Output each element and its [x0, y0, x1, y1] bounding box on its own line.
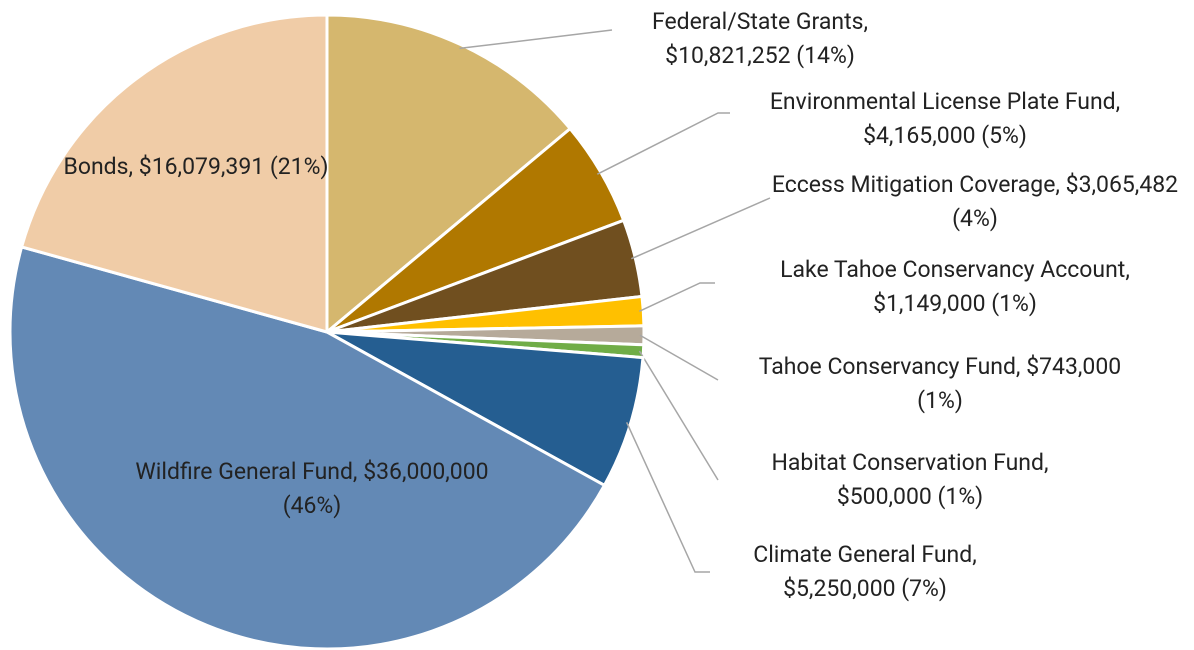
data-label: Wildfire General Fund, $36,000,000 (46%) — [112, 455, 512, 523]
leader-line — [625, 422, 710, 573]
leader-line — [596, 112, 730, 175]
category-label: Eccess Mitigation Coverage, — [771, 171, 1060, 198]
pie-slice — [8, 245, 607, 650]
category-label: Lake Tahoe Conservancy Account, — [780, 256, 1130, 283]
data-label: Federal/State Grants, $10,821,252 (14%) — [595, 5, 925, 73]
data-label: Habitat Conservation Fund, $500,000 (1%) — [745, 446, 1075, 514]
leader-line — [631, 197, 771, 260]
leader-line — [638, 350, 719, 481]
pie-slice — [326, 330, 645, 488]
category-label: Bonds, — [63, 153, 134, 180]
data-label: Environmental License Plate Fund, $4,165… — [735, 85, 1155, 153]
category-label: Environmental License Plate Fund, — [769, 88, 1121, 115]
value-label: $10,821,252 (14%) — [665, 42, 855, 69]
value-label: $1,149,000 (1%) — [873, 290, 1037, 317]
category-label: Federal/State Grants, — [651, 8, 869, 35]
leader-line — [639, 334, 719, 381]
category-label: Habitat Conservation Fund, — [771, 449, 1049, 476]
value-label: $743,000 (1%) — [917, 353, 1122, 414]
pie-slice — [325, 13, 573, 336]
data-label: Bonds, $16,079,391 (21%) — [46, 150, 346, 184]
leader-line — [639, 282, 715, 313]
category-label: Climate General Fund, — [753, 541, 977, 568]
value-label: $16,079,391 (21%) — [138, 153, 329, 180]
pie-slice — [19, 13, 329, 334]
data-label: Tahoe Conservancy Fund, $743,000 (1%) — [740, 350, 1140, 418]
value-label: $3,065,482 (4%) — [952, 171, 1179, 232]
data-label: Climate General Fund, $5,250,000 (7%) — [700, 538, 1030, 606]
leader-line — [459, 29, 613, 50]
value-label: $500,000 (1%) — [836, 483, 984, 510]
value-label: $36,000,000 (46%) — [282, 458, 489, 519]
data-label: Eccess Mitigation Coverage, $3,065,482 (… — [765, 168, 1185, 236]
value-label: $5,250,000 (7%) — [783, 575, 947, 602]
category-label: Wildfire General Fund, — [135, 458, 358, 485]
value-label: $4,165,000 (5%) — [863, 122, 1027, 149]
data-label: Lake Tahoe Conservancy Account, $1,149,0… — [725, 253, 1185, 321]
category-label: Tahoe Conservancy Fund, — [758, 353, 1021, 380]
